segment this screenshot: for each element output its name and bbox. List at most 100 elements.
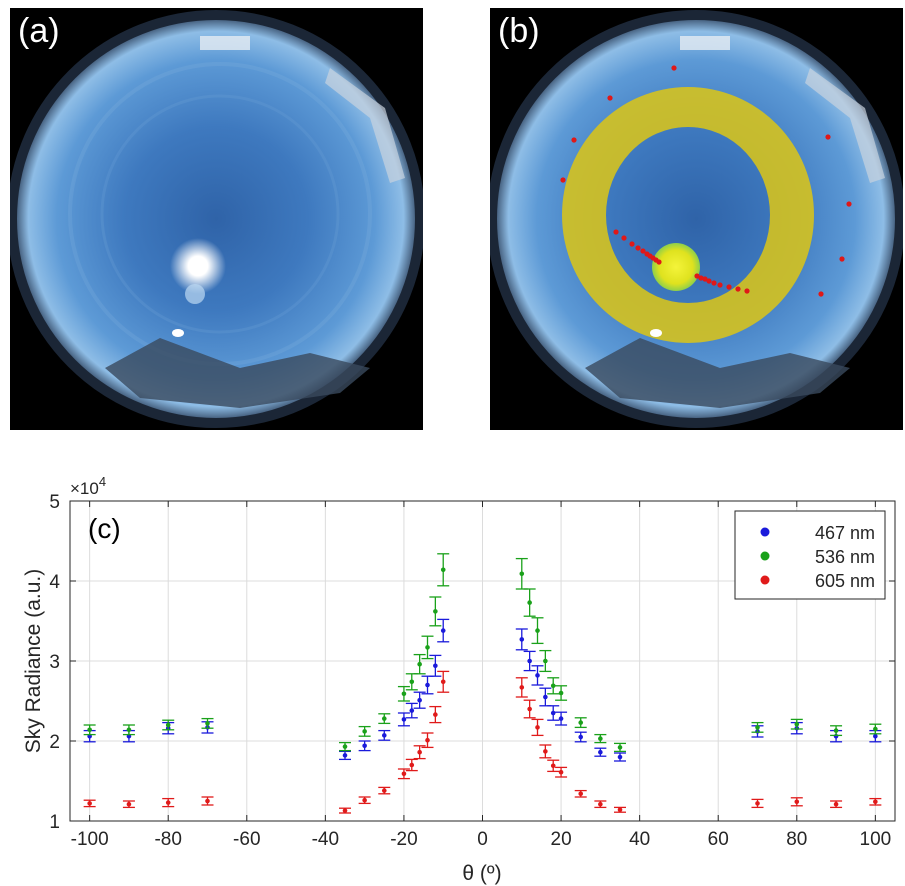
- data-point: [543, 658, 548, 664]
- y-tick-label: 1: [49, 812, 60, 833]
- data-point: [617, 807, 623, 813]
- data-point: [440, 628, 446, 633]
- legend-box: [734, 510, 886, 600]
- data-point: [617, 745, 623, 750]
- fisheye-photo-a: [10, 10, 423, 428]
- y-axis-title: Sky Radiance (a.u.): [22, 569, 45, 753]
- sun-mask: [652, 243, 700, 291]
- data-point: [409, 708, 415, 713]
- legend-label-605: 605 nm: [815, 571, 875, 591]
- data-point: [543, 749, 548, 754]
- data-point: [205, 798, 210, 804]
- data-point: [578, 720, 584, 725]
- x-tick-label: 80: [786, 829, 807, 850]
- data-point: [527, 658, 532, 664]
- data-point: [794, 799, 800, 805]
- x-tick-label: 20: [551, 829, 572, 850]
- y-tick-label: 4: [49, 572, 60, 593]
- data-point: [598, 801, 603, 807]
- data-point: [401, 691, 407, 697]
- data-point: [87, 801, 92, 806]
- data-point: [362, 743, 367, 749]
- data-point: [409, 762, 415, 768]
- data-point: [755, 801, 760, 806]
- horizon-ring: [10, 10, 423, 428]
- data-point: [543, 694, 548, 700]
- data-point: [362, 797, 367, 803]
- annulus-mask: [562, 87, 814, 343]
- sky-radiance-chart: -100 -80 -60 -40 -20 0 20 40 60 80 100 1 2 3 4 5 (c) ×1…: [22, 474, 896, 885]
- panel-label-b: (b): [498, 12, 540, 50]
- legend-label-467: 467 nm: [815, 523, 875, 543]
- legend-marker-536: [760, 551, 770, 561]
- data-point: [165, 722, 171, 728]
- sky-dome: [492, 15, 900, 423]
- data-point: [550, 763, 556, 769]
- data-point: [205, 721, 210, 726]
- data-point: [617, 754, 623, 760]
- data-point: [362, 729, 367, 734]
- x-tick-label: -20: [390, 829, 417, 850]
- data-point: [833, 801, 839, 807]
- x-tick-label: 100: [860, 829, 892, 850]
- data-point: [550, 710, 556, 716]
- x-tick-label: 0: [477, 829, 488, 850]
- data-point: [87, 727, 92, 733]
- data-point: [578, 734, 584, 740]
- x-tick-label: 60: [708, 829, 729, 850]
- data-point: [519, 637, 525, 642]
- sun-icon: [170, 238, 226, 294]
- data-point: [126, 727, 132, 733]
- data-point: [433, 712, 438, 717]
- data-point: [126, 801, 132, 807]
- legend-marker-605: [760, 575, 770, 585]
- data-point: [550, 683, 556, 689]
- x-tick-label: -40: [312, 829, 339, 850]
- x-tick-label: -60: [233, 829, 260, 850]
- axis-ticks: -100 -80 -60 -40 -20 0 20 40 60 80 100 1 2 3 4 5: [49, 492, 895, 850]
- legend-label-536: 536 nm: [815, 547, 875, 567]
- data-point: [440, 679, 446, 685]
- sky-image-a: (a): [10, 8, 423, 430]
- data-point: [527, 600, 532, 605]
- data-point: [165, 800, 171, 805]
- data-point: [535, 673, 540, 678]
- data-point: [519, 685, 525, 690]
- data-point: [440, 567, 446, 573]
- y-tick-label: 5: [49, 492, 60, 513]
- panel-label-a: (a): [18, 12, 60, 50]
- buildings-bottom: [105, 338, 370, 408]
- data-point: [433, 609, 438, 614]
- series-1: [83, 553, 882, 753]
- x-tick-label: -100: [71, 829, 109, 850]
- data-point: [535, 725, 540, 730]
- data-point: [598, 749, 603, 755]
- data-point: [598, 736, 603, 741]
- structure-top: [200, 36, 250, 50]
- panel-label-c: (c): [88, 513, 121, 544]
- data-point: [755, 725, 760, 730]
- data-point: [417, 749, 422, 755]
- data-point: [873, 733, 878, 739]
- data-point: [409, 679, 415, 685]
- data-point: [519, 571, 525, 577]
- sky-image-b: (b): [490, 8, 903, 430]
- series-2: [83, 670, 882, 814]
- data-point: [417, 697, 422, 703]
- sample-points: [560, 65, 852, 297]
- data-point: [873, 799, 878, 805]
- buildings-right: [325, 68, 405, 183]
- buildings-bottom: [585, 338, 850, 408]
- lens-flare-small: [650, 329, 662, 337]
- legend: 467 nm 536 nm 605 nm: [734, 510, 886, 600]
- data-point: [342, 753, 348, 758]
- data-point: [381, 733, 387, 738]
- y-tick-label: 2: [49, 732, 60, 753]
- y-tick-label: 3: [49, 652, 60, 673]
- exponent-label: ×104: [70, 474, 106, 498]
- data-point: [342, 744, 348, 749]
- x-axis-title: θ (º): [462, 862, 501, 885]
- lens-flare-small: [172, 329, 184, 337]
- lens-flare: [185, 284, 205, 304]
- data-point: [558, 769, 564, 775]
